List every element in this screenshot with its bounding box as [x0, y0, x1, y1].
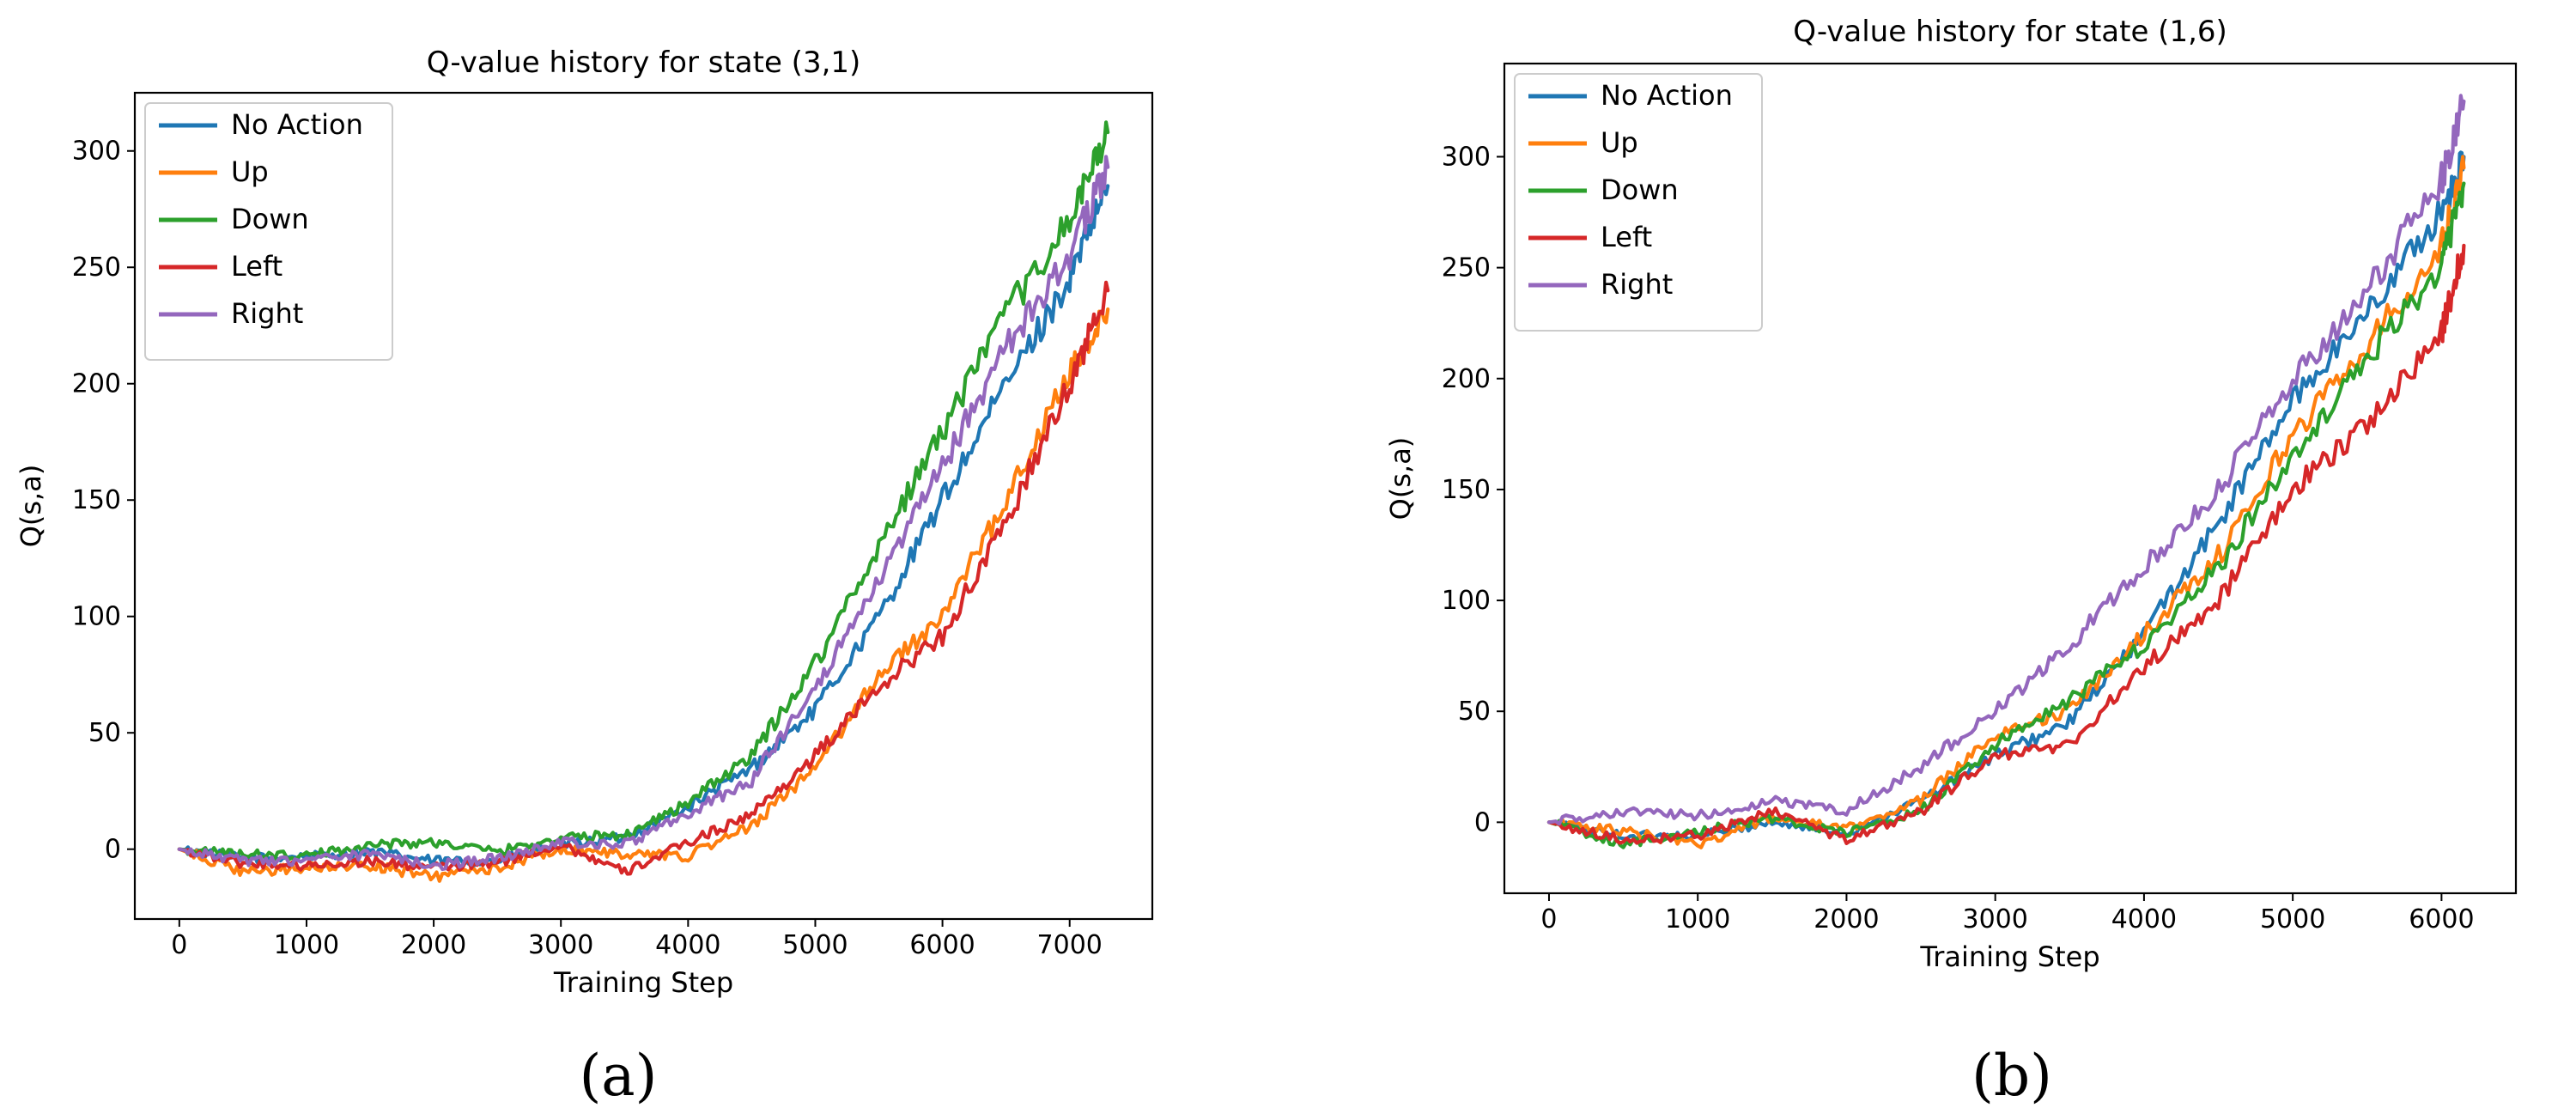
y-axis-label: Q(s,a) [1384, 437, 1417, 520]
y-axis-label: Q(s,a) [15, 465, 47, 548]
y-tick-label: 50 [88, 718, 121, 748]
y-tick-label: 200 [1442, 364, 1491, 394]
y-tick-label: 300 [1442, 142, 1491, 172]
x-tick-label: 5000 [2260, 904, 2325, 934]
chart-panel-b: 0 1000 2000 3000 4000 5000 6000 0 50 100 150 200 250… [1384, 15, 2518, 1109]
x-tick-label: 3000 [1962, 904, 2027, 934]
legend: No Action Up Down Left Right [144, 102, 393, 361]
legend-label: Down [231, 203, 309, 235]
x-axis-label: Training Step [553, 966, 733, 999]
chart-title: Q-value history for state (3,1) [427, 46, 861, 80]
x-tick-label: 6000 [2409, 904, 2474, 934]
y-tick-label: 150 [72, 485, 121, 515]
y-tick-label: 200 [72, 369, 121, 399]
x-tick-label: 3000 [528, 930, 593, 960]
series-line-left [177, 280, 1110, 876]
chart-panel-a: 0 1000 2000 3000 4000 5000 6000 7000 0 50 100 150 20… [15, 46, 1154, 1109]
legend-label: Down [1601, 173, 1679, 206]
legend-label: Left [1601, 221, 1652, 253]
y-tick-label: 100 [1442, 586, 1491, 616]
legend-box [144, 102, 393, 361]
x-tick-label: 0 [171, 930, 187, 960]
series-line-down [177, 120, 1110, 862]
plot-frame [133, 91, 1154, 921]
y-tick-label: 250 [1442, 253, 1491, 283]
series-line-up [177, 307, 1110, 883]
y-tick-label: 50 [1458, 697, 1491, 727]
y-tick-label: 250 [72, 253, 121, 283]
x-tick-label: 1000 [274, 930, 339, 960]
y-tick-label: 0 [105, 835, 121, 865]
y-tick-label: 100 [72, 602, 121, 632]
x-tick-label: 1000 [1665, 904, 1730, 934]
legend-label: No Action [231, 108, 363, 141]
x-tick-label: 2000 [1814, 904, 1879, 934]
legend-label: Up [1601, 126, 1638, 159]
legend-box [1514, 73, 1763, 332]
legend-label: Left [231, 250, 283, 283]
legend-label: Right [231, 297, 303, 330]
panel-label: (b) [1971, 1043, 2052, 1109]
series-line-left [1546, 243, 2466, 846]
x-tick-label: 2000 [401, 930, 466, 960]
x-tick-label: 4000 [655, 930, 720, 960]
y-tick-label: 0 [1474, 807, 1491, 837]
legend-label: No Action [1601, 79, 1733, 112]
x-axis-label: Training Step [1919, 940, 2099, 973]
plot-frame [1503, 62, 2518, 895]
x-tick-label: 4000 [2111, 904, 2177, 934]
x-tick-label: 0 [1540, 904, 1557, 934]
x-tick-label: 7000 [1037, 930, 1103, 960]
legend: No Action Up Down Left Right [1514, 73, 1763, 332]
x-tick-label: 6000 [909, 930, 975, 960]
series-line-right [177, 155, 1110, 872]
legend-label: Right [1601, 268, 1673, 301]
chart-title: Q-value history for state (1,6) [1793, 15, 2227, 49]
y-tick-label: 300 [72, 137, 121, 167]
legend-label: Up [231, 155, 269, 188]
y-tick-label: 150 [1442, 475, 1491, 505]
panel-label: (a) [580, 1043, 658, 1109]
x-tick-label: 5000 [782, 930, 848, 960]
series-line-right [1546, 94, 2466, 826]
